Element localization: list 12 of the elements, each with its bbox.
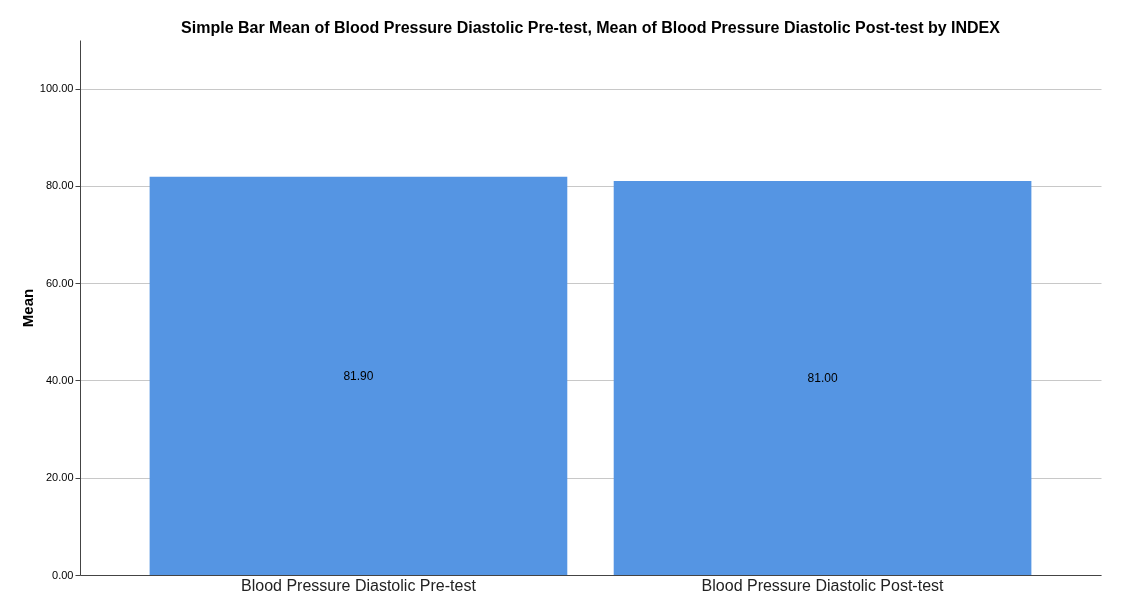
data-label: 81.00 [807,371,838,386]
y-tick-label: 80.00 [45,179,74,192]
y-tick-label: 100.00 [39,82,74,95]
chart-title: Simple Bar Mean of Blood Pressure Diastolic Pre-test, Mean of Blood Pressure Diastolic Post-test by INDEX [181,19,1001,36]
data-label: 81.90 [343,368,374,383]
y-tick-label: 20.00 [45,471,74,484]
y-tick-label: 40.00 [45,373,74,386]
x-tick-label: Blood Pressure Diastolic Pre-test [241,576,477,594]
y-axis-title: Mean [18,288,36,328]
x-tick-label: Blood Pressure Diastolic Post-test [701,576,945,594]
y-tick-label: 60.00 [45,276,74,289]
y-tick-label: 0.00 [52,568,74,581]
